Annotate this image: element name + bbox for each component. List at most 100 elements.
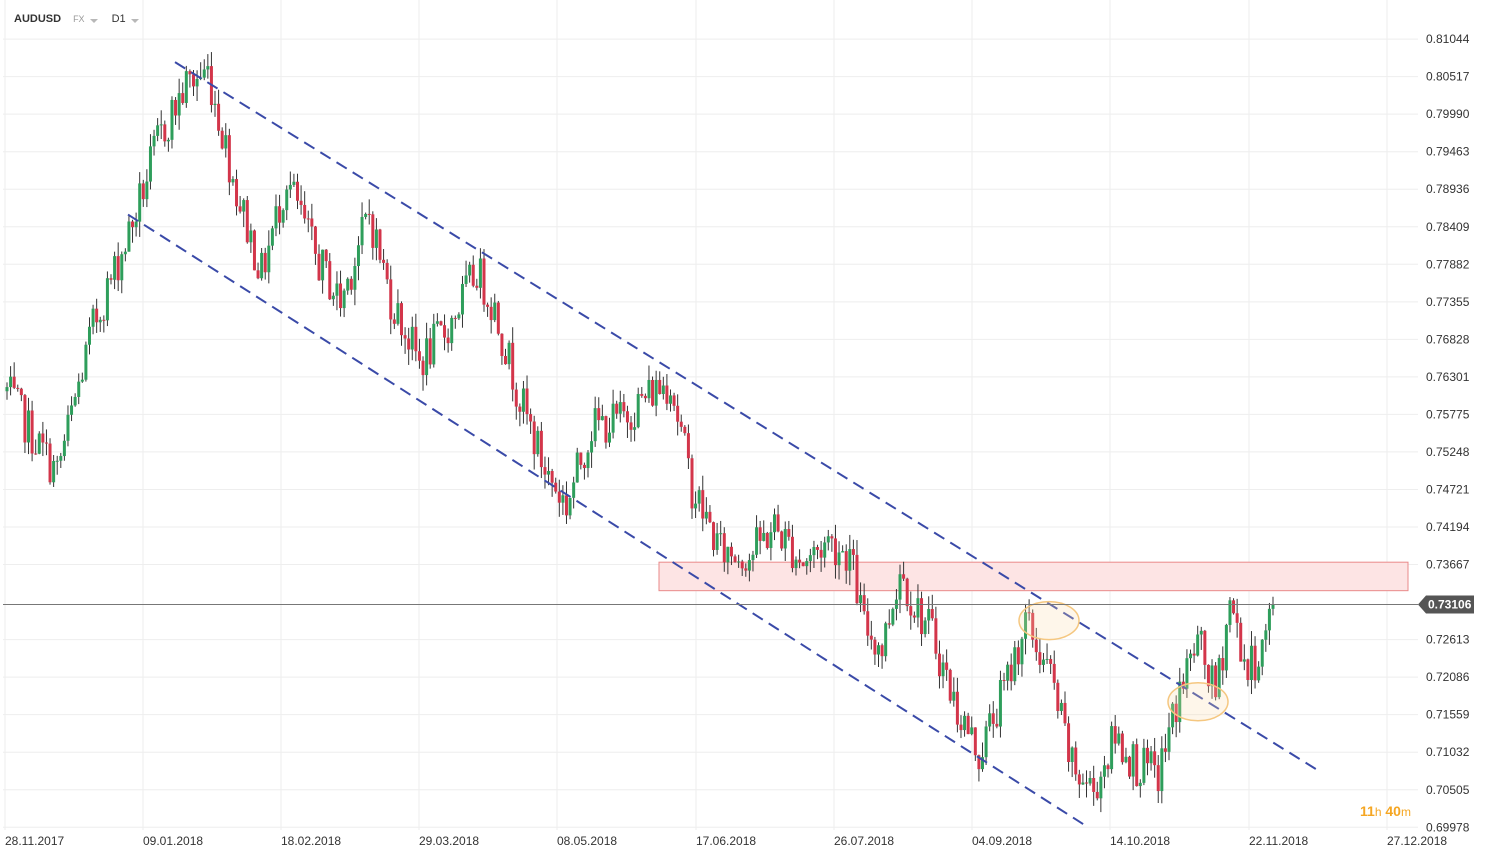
candle-body <box>514 389 518 407</box>
candle-body <box>1020 638 1024 665</box>
candle-body <box>389 279 393 320</box>
candle-body <box>1142 747 1146 783</box>
candle-body <box>532 421 536 455</box>
candle-body <box>184 71 188 103</box>
candle-body <box>274 206 278 229</box>
candle-body <box>364 213 368 217</box>
y-tick-label: 0.72086 <box>1426 670 1470 684</box>
candle-body <box>640 393 644 396</box>
candle-body <box>1056 682 1060 711</box>
y-tick-label: 0.72613 <box>1426 633 1470 647</box>
symbol-label[interactable]: AUDUSD <box>14 13 62 25</box>
candle-body <box>855 554 859 604</box>
candle-body <box>1249 645 1253 680</box>
y-tick-label: 0.73667 <box>1426 558 1470 572</box>
candle-body <box>87 326 91 345</box>
candle-body <box>686 433 690 459</box>
candle-body <box>547 471 551 475</box>
candle-body <box>145 181 149 200</box>
candle-body <box>52 461 56 483</box>
candle-body <box>511 342 515 390</box>
x-tick-label: 26.07.2018 <box>834 834 894 848</box>
candle-body <box>582 464 586 469</box>
candle-body <box>880 645 884 657</box>
candle-body <box>417 351 421 361</box>
candle-body <box>1092 778 1096 792</box>
candle-body <box>12 376 16 388</box>
candle-body <box>1171 703 1175 728</box>
candle-body <box>138 183 142 222</box>
resistance-zone-rect <box>658 561 1409 592</box>
candle-body <box>475 285 479 288</box>
candle-body <box>952 691 956 701</box>
candle-body <box>1153 751 1157 766</box>
candle-body <box>446 337 450 344</box>
candle-body <box>303 204 307 219</box>
candle-body <box>554 482 558 492</box>
candle-body <box>518 406 522 412</box>
candle-body <box>622 402 626 412</box>
market-dropdown-chevron-icon[interactable] <box>89 18 98 23</box>
y-tick-label: 0.71032 <box>1426 745 1470 759</box>
candle-body <box>396 303 400 324</box>
candle-body <box>55 460 59 462</box>
candle-body <box>278 206 282 223</box>
candle-body <box>998 679 1002 727</box>
candle-body <box>1052 663 1056 683</box>
candle-body <box>324 249 328 262</box>
x-tick-label: 14.10.2018 <box>1110 834 1170 848</box>
highlight-ellipse <box>1167 682 1229 722</box>
timeframe-label[interactable]: D1 <box>111 13 126 25</box>
resistance-zone <box>658 561 1409 592</box>
candle-body <box>1099 776 1103 799</box>
candle-body <box>708 511 712 523</box>
y-tick-label: 0.80517 <box>1426 70 1470 84</box>
candle-body <box>163 124 167 142</box>
candle-body <box>561 495 565 503</box>
candle-body <box>869 635 873 640</box>
candle-body <box>177 93 181 116</box>
candle-body <box>1002 679 1006 681</box>
timer-hours: 11 <box>1360 803 1375 819</box>
candle-body <box>891 608 895 625</box>
candle-body <box>941 662 945 677</box>
candle-body <box>1239 622 1243 662</box>
candle-body <box>844 551 848 571</box>
candle-body <box>1228 600 1232 625</box>
candle-body <box>826 536 830 543</box>
candle-body <box>1063 702 1067 724</box>
candle-body <box>1045 658 1049 660</box>
candle-body <box>729 546 733 557</box>
candle-body <box>776 514 780 532</box>
candle-body <box>77 381 81 397</box>
candle-body <box>833 538 837 566</box>
y-tick-label: 0.79463 <box>1426 145 1470 159</box>
candle-body <box>134 221 138 228</box>
candle-body <box>382 259 386 263</box>
timeframe-dropdown-chevron-icon[interactable] <box>130 18 139 23</box>
candle-body <box>722 533 726 563</box>
candle-body <box>339 283 343 309</box>
candle-body <box>59 456 63 461</box>
candle-body <box>425 338 429 376</box>
candle-body <box>747 560 751 571</box>
x-tick-label: 29.03.2018 <box>419 834 479 848</box>
candle-body <box>794 559 798 569</box>
candle-body <box>977 755 981 770</box>
candle-body <box>751 554 755 561</box>
candle-body <box>920 598 924 635</box>
candle-body <box>1253 645 1257 681</box>
candle-body <box>91 308 95 327</box>
candle-body <box>1128 756 1132 777</box>
candle-body <box>1224 624 1228 671</box>
y-tick-label: 0.75775 <box>1426 407 1470 421</box>
candle-body <box>1095 791 1099 799</box>
candle-body <box>507 342 511 365</box>
candle-body <box>905 578 909 607</box>
candle-body <box>758 527 762 541</box>
candle-body <box>493 302 497 321</box>
candle-body <box>916 598 920 618</box>
candle-body <box>213 103 217 106</box>
candle-body <box>959 724 963 731</box>
